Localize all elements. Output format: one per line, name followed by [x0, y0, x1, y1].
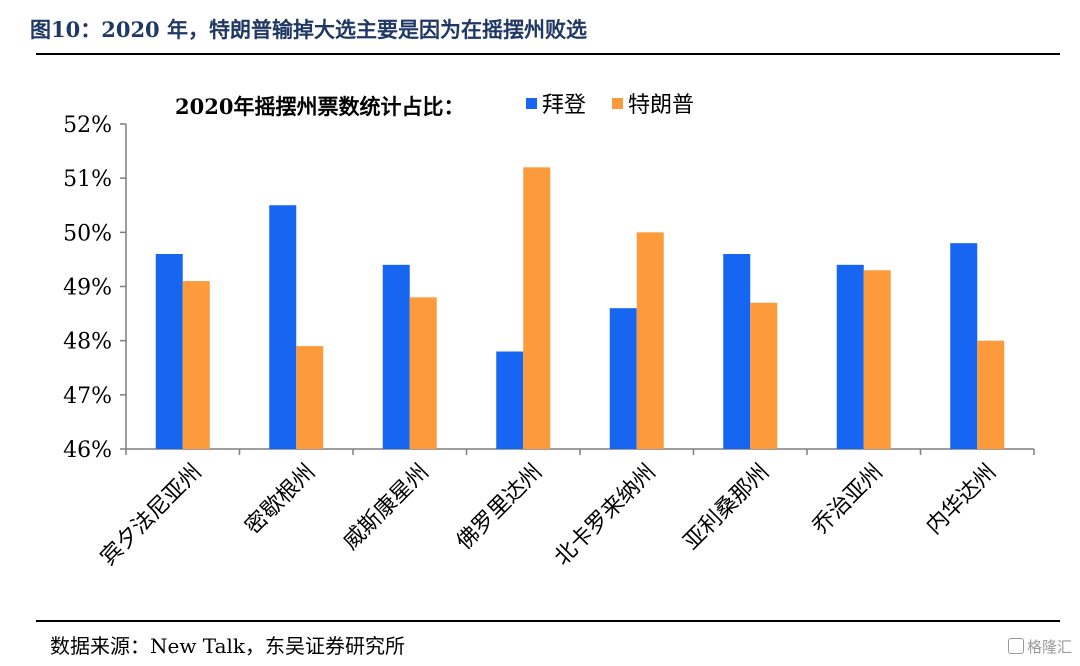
- bar-biden-7: [950, 243, 978, 449]
- bar-trump-4: [636, 232, 664, 449]
- bottom-rule: [36, 620, 1060, 622]
- x-tick-label: 威斯康星州: [339, 460, 434, 555]
- bar-trump-3: [523, 167, 551, 450]
- x-tick-label: 亚利桑那州: [679, 460, 774, 555]
- figure-title: 图10：2020 年，特朗普输掉大选主要是因为在摇摆州败选: [30, 17, 587, 42]
- bar-biden-1: [269, 205, 297, 449]
- watermark-logo-icon: [1007, 638, 1024, 654]
- y-tick-label: 50%: [63, 221, 112, 246]
- y-tick-label: 52%: [63, 113, 112, 138]
- legend-swatch-1: [612, 98, 623, 109]
- y-tick-label: 51%: [63, 167, 112, 192]
- x-tick-label: 宾夕法尼亚州: [96, 460, 207, 571]
- x-tick-label: 密歇根州: [241, 460, 321, 540]
- source-note: 数据来源：New Talk，东吴证券研究所: [50, 634, 406, 658]
- bar-trump-0: [182, 281, 210, 449]
- bar-trump-1: [296, 346, 324, 449]
- bar-trump-2: [409, 297, 437, 449]
- y-tick-label: 46%: [63, 438, 112, 463]
- legend-label-0: 拜登: [542, 93, 586, 118]
- legend-swatch-0: [526, 98, 537, 109]
- top-rule: [36, 53, 1060, 55]
- x-tick-label: 内华达州: [922, 460, 1002, 540]
- y-tick-label: 47%: [63, 384, 112, 409]
- bar-biden-5: [723, 254, 751, 449]
- bar-biden-0: [155, 254, 183, 449]
- x-tick-label: 佛罗里达州: [452, 460, 547, 555]
- bar-chart: 46% 47% 48% 49% 50% 51% 52% 宾夕法尼亚州 密歇根州 威斯康星州 佛罗里达…: [63, 93, 1035, 571]
- bar-biden-3: [496, 351, 524, 449]
- bar-biden-2: [382, 264, 410, 449]
- bar-trump-5: [750, 302, 778, 449]
- x-tick-label: 乔治亚州: [808, 460, 888, 540]
- bar-trump-7: [977, 340, 1005, 449]
- watermark-text: 格隆汇: [1026, 638, 1072, 656]
- bar-trump-6: [863, 270, 891, 449]
- bar-biden-6: [836, 264, 864, 449]
- bar-biden-4: [609, 308, 637, 449]
- x-tick-label: 北卡罗来纳州: [550, 460, 661, 571]
- y-tick-label: 49%: [63, 276, 112, 301]
- chart-title: 2020年摇摆州票数统计占比：: [175, 94, 464, 119]
- legend-label-1: 特朗普: [628, 93, 694, 118]
- y-tick-label: 48%: [63, 330, 112, 355]
- watermark: 格隆汇: [1007, 636, 1072, 657]
